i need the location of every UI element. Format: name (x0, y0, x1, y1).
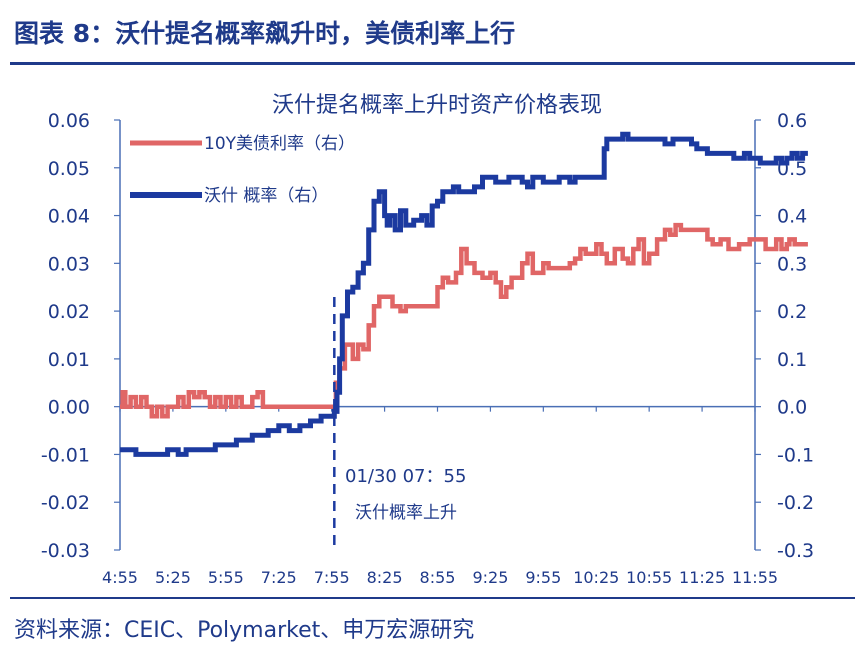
axes: 0.06 0.05 0.04 0.03 0.02 0.01 0.00 -0.01 -0.02 -0… (41, 110, 814, 587)
series-probability-line (120, 131, 808, 457)
legend-label: 沃什 概率（右） (204, 186, 328, 206)
right-tick-label: 0.3 (777, 253, 807, 275)
x-tick-label: 9:25 (472, 568, 508, 587)
annotation-text: 沃什概率上升 (355, 503, 457, 523)
right-tick-label: 0.1 (777, 349, 807, 371)
legend-label: 10Y美债利率（右） (204, 134, 355, 154)
annotation: 01/30 07：55 沃什概率上升 (333, 297, 466, 550)
legend: 10Y美债利率（右） 沃什 概率（右） (130, 134, 355, 206)
left-tick-label: -0.01 (41, 444, 90, 466)
left-tick-label: 0.03 (48, 253, 90, 275)
chart-title: 沃什提名概率上升时资产价格表现 (272, 93, 602, 118)
x-tick-label: 8:55 (420, 568, 456, 587)
left-tick-label: -0.03 (41, 540, 90, 562)
annotation-date: 01/30 07：55 (345, 466, 466, 487)
x-tick-label: 7:25 (261, 568, 297, 587)
x-tick-label: 11:25 (679, 568, 725, 587)
right-tick-label: -0.3 (777, 540, 814, 562)
left-tick-label: 0.01 (48, 349, 90, 371)
series-yield-line (120, 222, 808, 419)
right-tick-label: 0.0 (777, 397, 807, 419)
left-tick-label: 0.05 (48, 158, 90, 180)
x-tick-label: 4:55 (102, 568, 138, 587)
x-tick-label: 10:55 (626, 568, 672, 587)
source-divider (10, 597, 855, 599)
right-tick-label: 0.4 (777, 206, 807, 228)
right-tick-label: -0.1 (777, 444, 814, 466)
x-tick-label: 9:55 (525, 568, 561, 587)
left-tick-label: 0.00 (48, 397, 90, 419)
x-tick-label: 5:55 (208, 568, 244, 587)
series-group (120, 131, 808, 457)
x-tick-label: 11:55 (732, 568, 778, 587)
left-tick-label: 0.02 (48, 301, 90, 323)
right-tick-label: 0.2 (777, 301, 807, 323)
source-note: 资料来源：CEIC、Polymarket、申万宏源研究 (14, 618, 475, 643)
title-divider (10, 62, 855, 65)
figure-title: 图表 8：沃什提名概率飙升时，美债利率上行 (14, 19, 516, 48)
x-tick-label: 5:25 (155, 568, 191, 587)
left-tick-label: 0.06 (48, 110, 90, 132)
x-tick-label: 8:25 (367, 568, 403, 587)
left-tick-label: 0.04 (48, 206, 90, 228)
x-tick-label: 10:25 (573, 568, 619, 587)
chart-canvas: 沃什提名概率上升时资产价格表现 0.060.050.040.030.020.01… (41, 93, 814, 587)
right-tick-label: -0.2 (777, 492, 814, 514)
x-tick-label: 7:55 (314, 568, 350, 587)
right-tick-label: 0.6 (777, 110, 807, 132)
left-tick-label: -0.02 (41, 492, 90, 514)
